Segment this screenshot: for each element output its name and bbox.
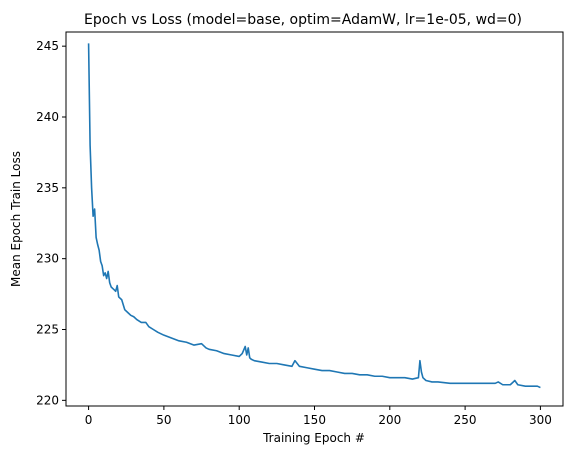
x-tick-label: 0 [85, 413, 93, 427]
plot-area [65, 31, 564, 407]
plot-frame [65, 31, 564, 407]
y-tick-label: 240 [36, 110, 59, 124]
y-tick-label: 225 [36, 323, 59, 337]
chart-title: Epoch vs Loss (model=base, optim=AdamW, … [84, 12, 522, 28]
y-tick-label: 220 [36, 393, 59, 407]
x-axis-ticks: 0 50 100 150 200 250 300 [85, 406, 552, 427]
x-tick-label: 50 [156, 413, 171, 427]
y-tick-label: 235 [36, 181, 59, 195]
x-tick-label: 100 [228, 413, 251, 427]
series-line [87, 43, 541, 389]
x-tick-label: 150 [303, 413, 326, 427]
y-tick-label: 230 [36, 252, 59, 266]
x-tick-label: 300 [529, 413, 552, 427]
y-axis-ticks: 220 225 230 235 240 245 [36, 39, 66, 407]
y-tick-label: 245 [36, 39, 59, 53]
y-axis-title: Mean Epoch Train Loss [9, 151, 23, 287]
x-tick-label: 200 [378, 413, 401, 427]
x-axis-title: Training Epoch # [262, 431, 365, 445]
x-tick-label: 250 [454, 413, 477, 427]
